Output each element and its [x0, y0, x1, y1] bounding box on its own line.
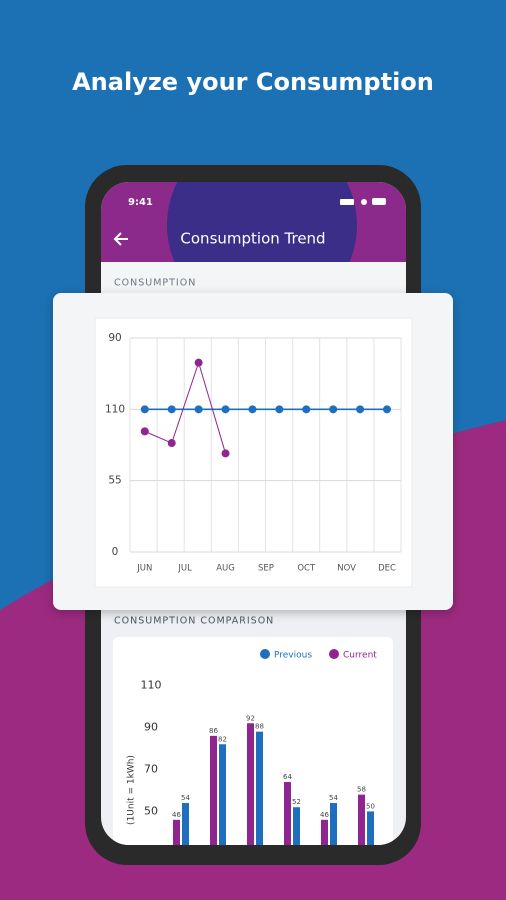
- y-tick-label: 90: [144, 720, 158, 733]
- bar-value-label: 46: [320, 811, 329, 819]
- x-tick-label: JUN: [136, 564, 152, 574]
- data-point: [167, 405, 176, 414]
- bar: [330, 803, 337, 845]
- heading: Analyze your Consumption: [72, 68, 434, 96]
- data-point: [194, 405, 203, 414]
- x-tick-label: SEP: [258, 564, 274, 574]
- y-tick-label: 0: [112, 546, 119, 558]
- x-tick-label: NOV: [337, 564, 356, 574]
- y-tick-label: 110: [105, 403, 125, 415]
- data-point: [221, 405, 230, 414]
- data-point: [221, 449, 230, 458]
- bar: [358, 794, 365, 845]
- bar-value-label: 52: [292, 798, 301, 806]
- data-point: [167, 439, 176, 448]
- bar-value-label: 54: [181, 794, 190, 802]
- line-chart: 0 55 110 90 JUN JUL AUG SEP OCT NOV DEC: [105, 332, 402, 574]
- bar: [182, 803, 189, 845]
- bar-value-label: 86: [209, 727, 218, 735]
- bar: [321, 819, 328, 845]
- data-point: [383, 405, 392, 414]
- app-title: Consumption Trend: [180, 230, 325, 248]
- y-tick-label: 90: [108, 332, 121, 344]
- data-point: [329, 405, 338, 414]
- data-point: [356, 405, 365, 414]
- section-title: CONSUMPTION COMPARISON: [114, 616, 274, 627]
- x-tick-label: OCT: [297, 564, 316, 574]
- y-tick-label: 70: [144, 762, 158, 775]
- bar: [367, 811, 374, 845]
- bar: [173, 819, 180, 845]
- x-tick-label: DEC: [378, 564, 396, 574]
- bar-value-label: 88: [255, 723, 264, 731]
- data-point: [140, 405, 149, 414]
- back-button[interactable]: [113, 232, 128, 246]
- bar-value-label: 46: [172, 811, 181, 819]
- bar-value-label: 58: [357, 786, 366, 794]
- bar: [256, 731, 263, 845]
- y-tick-label: 110: [141, 678, 162, 691]
- bar: [219, 744, 226, 845]
- x-tick-label: JUL: [177, 564, 192, 574]
- y-tick-label: 55: [108, 475, 121, 487]
- bar: [293, 807, 300, 845]
- legend-label: Previous: [274, 651, 312, 661]
- bar: [210, 735, 217, 845]
- bar-value-label: 92: [246, 714, 255, 722]
- status-icons: [340, 198, 386, 205]
- x-tick-label: AUG: [216, 564, 235, 574]
- series-line: [144, 360, 227, 454]
- y-tick-label: 50: [144, 804, 158, 817]
- legend-marker: [329, 649, 339, 659]
- data-point: [248, 405, 257, 414]
- bar-chart: 50 70 90 110 (1Unit = 1kWh) Previous 54 82 88 52 5…: [127, 649, 377, 845]
- status-time: 9:41: [128, 197, 153, 208]
- bar: [284, 782, 291, 845]
- bar: [247, 723, 254, 845]
- trend-card: [94, 317, 413, 588]
- bar-value-label: 54: [329, 794, 338, 802]
- legend-label: Current: [343, 651, 377, 661]
- section-header: [101, 262, 406, 294]
- bar-value-label: 82: [218, 735, 227, 743]
- bar-value-label: 64: [283, 773, 292, 781]
- data-point: [302, 405, 311, 414]
- data-point: [194, 358, 203, 367]
- bar-value-label: 50: [366, 802, 375, 810]
- section-title: CONSUMPTION: [114, 278, 196, 289]
- legend-marker: [260, 649, 270, 659]
- y-axis-label: (1Unit = 1kWh): [127, 755, 137, 825]
- data-point: [140, 427, 149, 436]
- data-point: [275, 405, 284, 414]
